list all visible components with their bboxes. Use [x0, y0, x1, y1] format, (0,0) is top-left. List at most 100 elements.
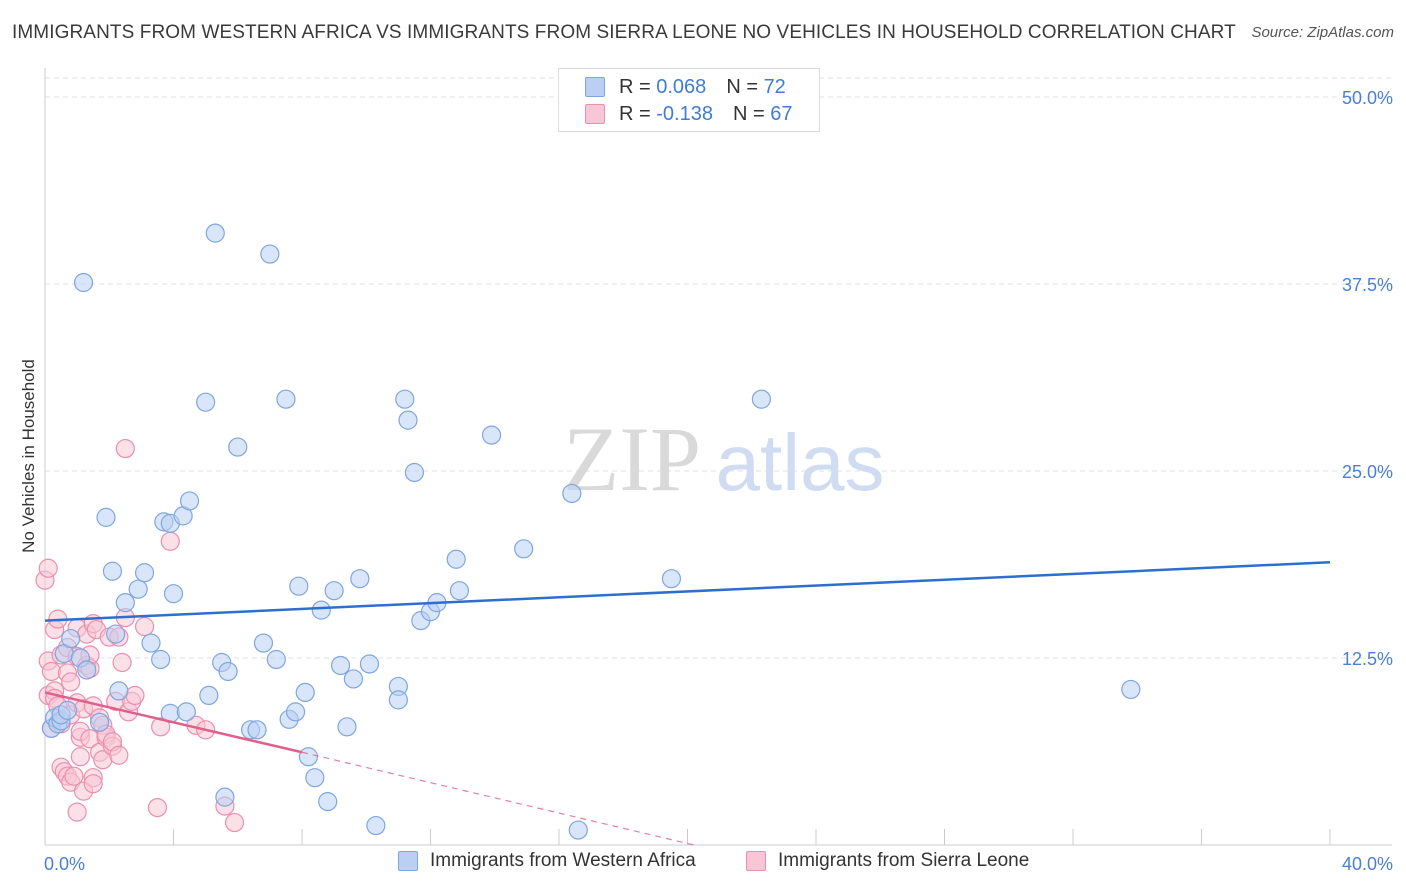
sierra-leone-point: [61, 672, 81, 692]
western-africa-point: [366, 815, 386, 836]
source-label: Source: ZipAtlas.com: [1251, 24, 1394, 41]
trend-lines: [44, 561, 1331, 846]
western-africa-point: [337, 717, 357, 737]
western-africa-point: [311, 600, 331, 620]
western-africa-point: [77, 660, 97, 680]
western-africa-point: [751, 389, 771, 409]
western-africa-point: [446, 549, 466, 569]
sierra-leone-point: [38, 558, 58, 578]
western-africa-point: [562, 483, 582, 504]
western-africa-point: [298, 747, 319, 767]
western-africa-point: [404, 462, 425, 483]
western-africa-point: [398, 410, 418, 430]
western-africa-point: [330, 655, 351, 676]
r-value: 0.068: [656, 75, 707, 98]
western-africa-point: [359, 654, 380, 674]
sierra-leone-point: [67, 802, 87, 822]
western-africa-point: [163, 584, 184, 604]
western-africa-point: [90, 712, 110, 732]
western-africa-point: [324, 581, 344, 601]
western-africa-point: [253, 633, 274, 653]
chart-title: IMMIGRANTS FROM WESTERN AFRICA VS IMMIGR…: [12, 22, 1236, 43]
western-africa-point: [57, 700, 78, 720]
sierra-leone-point: [151, 717, 171, 737]
r-label: R =: [619, 102, 651, 125]
western-africa-point: [106, 624, 126, 644]
western-africa-point: [141, 633, 161, 653]
western-africa-point: [61, 628, 81, 649]
legend-item-western-africa: Immigrants from Western Africa: [398, 850, 696, 872]
r-value: -0.138: [656, 102, 713, 125]
western-africa-point: [266, 649, 286, 670]
western-africa-point: [295, 682, 315, 703]
western-africa-point: [449, 581, 470, 601]
western-africa-trend-line: [44, 561, 1331, 622]
sierra-leone-point: [83, 774, 103, 794]
western-africa-point: [96, 507, 116, 527]
western-africa-point: [568, 820, 588, 840]
western-africa-point: [343, 669, 363, 689]
sierra-leone-point: [109, 745, 129, 765]
tick-labels: 12.5% 25.0% 37.5% 50.0% 0.0% 40.0%: [44, 88, 1393, 874]
sierra-leone-point: [134, 616, 155, 637]
legend-label: Immigrants from Sierra Leone: [778, 850, 1030, 871]
western-africa-point: [73, 272, 94, 293]
western-africa-point: [151, 649, 171, 670]
western-africa-point: [205, 223, 225, 243]
western-africa-point: [228, 437, 248, 457]
western-africa-point: [102, 561, 123, 581]
x-tick-label: 40.0%: [1342, 854, 1393, 874]
western-africa-point: [285, 702, 306, 722]
watermark-zip: ZIP: [563, 408, 701, 510]
western-africa-point: [276, 389, 296, 409]
sierra-leone-trend-extension: [301, 751, 695, 846]
sierra-leone-point: [70, 747, 90, 767]
sierra-leone-point: [147, 797, 168, 818]
sierra-leone-trend-line: [44, 691, 303, 754]
western-africa-point: [388, 690, 408, 710]
legend-label: Immigrants from Western Africa: [430, 850, 696, 871]
sierra-leone-point: [115, 438, 135, 459]
n-value: 67: [770, 102, 793, 125]
pink-swatch-icon: [585, 104, 605, 124]
western-africa-point: [350, 569, 370, 589]
x-tick-label: 0.0%: [44, 854, 85, 874]
western-africa-point: [179, 491, 200, 511]
western-africa-point: [176, 702, 196, 722]
western-africa-point: [218, 661, 238, 682]
y-tick-label: 37.5%: [1342, 275, 1393, 295]
y-tick-label: 50.0%: [1342, 88, 1393, 108]
western-africa-point: [115, 593, 135, 613]
western-africa-point: [260, 244, 280, 264]
western-africa-point: [247, 720, 267, 740]
sierra-leone-point: [112, 652, 132, 673]
western-africa-point: [128, 579, 148, 599]
western-africa-point: [215, 787, 235, 807]
stats-row-sierra-leone: R = -0.138 N = 67: [585, 101, 792, 127]
western-africa-point: [134, 563, 155, 583]
sierra-leone-point: [125, 685, 145, 706]
western-africa-point: [514, 539, 534, 559]
watermark: ZIP atlas: [563, 408, 884, 510]
western-africa-point: [481, 425, 502, 445]
western-africa-point: [395, 389, 415, 409]
western-africa-points: [41, 223, 1141, 840]
western-africa-point: [289, 576, 309, 596]
sierra-leone-point: [64, 766, 84, 786]
blue-swatch-icon: [585, 77, 605, 97]
y-tick-label: 12.5%: [1342, 649, 1393, 669]
western-africa-point: [1121, 679, 1141, 700]
n-label: N =: [732, 102, 765, 125]
blue-swatch-icon: [398, 851, 418, 871]
western-africa-point: [318, 792, 338, 812]
axes: [44, 68, 1392, 846]
western-africa-point: [196, 392, 216, 412]
stats-row-western-africa: R = 0.068 N = 72: [585, 74, 786, 100]
r-label: R =: [619, 75, 651, 98]
y-tick-label: 25.0%: [1342, 462, 1393, 482]
western-africa-point: [199, 685, 219, 706]
sierra-leone-point: [160, 531, 180, 551]
western-africa-point: [661, 569, 682, 589]
sierra-leone-point: [41, 661, 62, 682]
western-africa-point: [109, 681, 129, 701]
